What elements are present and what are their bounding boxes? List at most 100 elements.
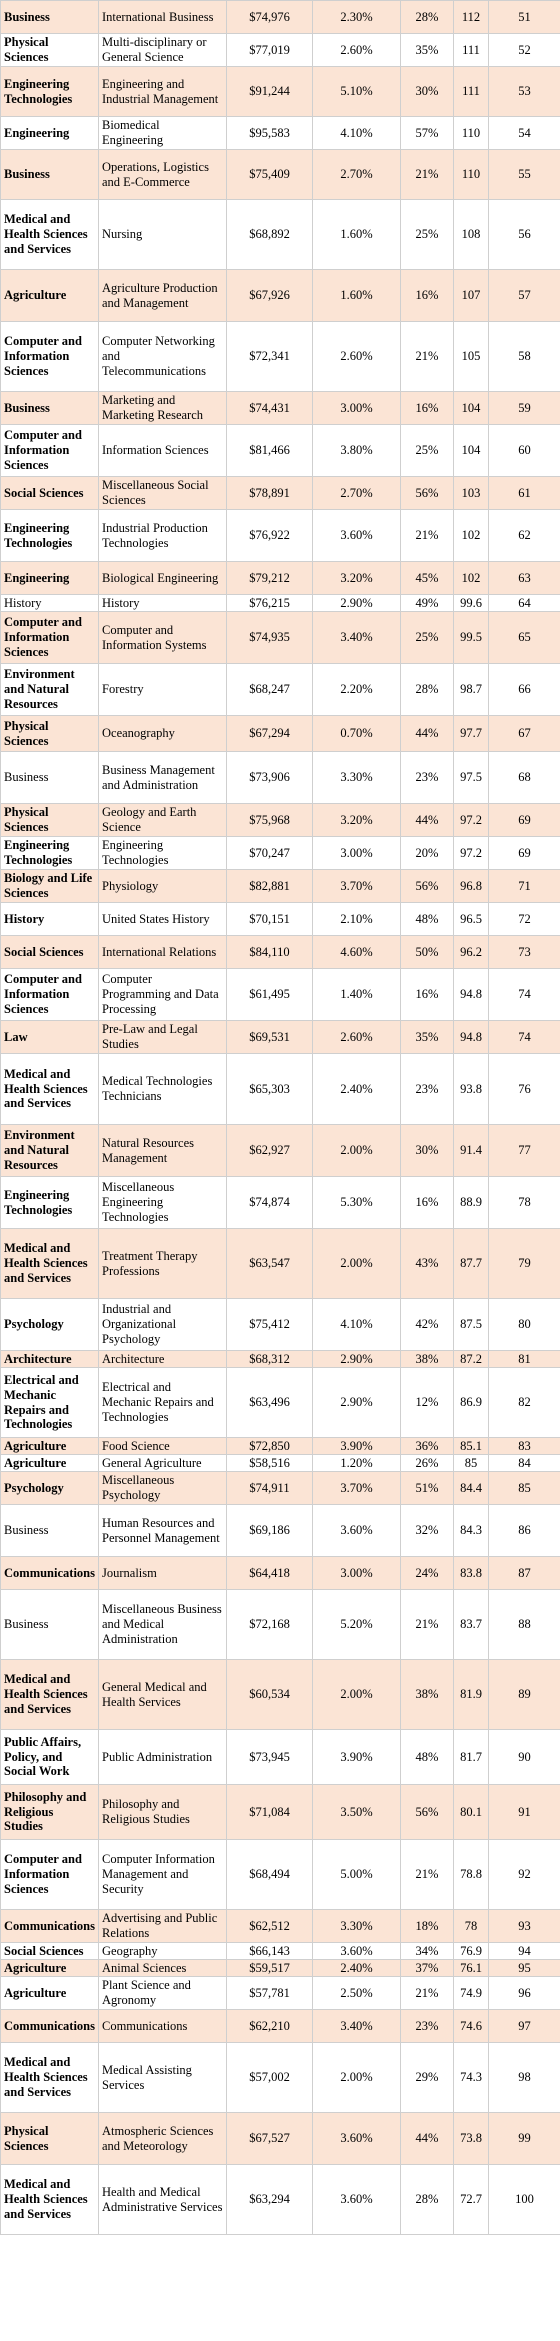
score-cell: 94.8	[453, 968, 489, 1021]
score-cell: 73.8	[453, 2112, 489, 2165]
unemployment-cell: 1.20%	[312, 1454, 401, 1472]
major-cell: Computer Information Management and Secu…	[98, 1839, 227, 1910]
major-cell: Industrial Production Technologies	[98, 509, 227, 562]
percent-cell: 28%	[400, 663, 454, 716]
percent-cell: 25%	[400, 611, 454, 664]
salary-cell: $72,168	[226, 1589, 313, 1660]
major-cell: Communications	[98, 2009, 227, 2043]
table-row: Business International Business $74,976 2.3…	[0, 0, 560, 34]
category-cell: Engineering Technologies	[0, 66, 99, 117]
score-cell: 80.1	[453, 1784, 489, 1840]
percent-cell: 16%	[400, 269, 454, 322]
category-cell: Social Sciences	[0, 476, 99, 510]
major-cell: History	[98, 594, 227, 612]
unemployment-cell: 5.30%	[312, 1176, 401, 1229]
table-row: Architecture Architecture $68,312 2.90% 38% 8…	[0, 1350, 560, 1368]
score-cell: 103	[453, 476, 489, 510]
salary-cell: $74,874	[226, 1176, 313, 1229]
major-cell: Physiology	[98, 869, 227, 903]
score-cell: 74.9	[453, 1976, 489, 2010]
major-cell: Public Administration	[98, 1729, 227, 1785]
score-cell: 81.9	[453, 1659, 489, 1730]
score-cell: 112	[453, 0, 489, 34]
rank-cell: 54	[488, 116, 560, 150]
category-cell: Medical and Health Sciences and Services	[0, 199, 99, 270]
salary-cell: $67,527	[226, 2112, 313, 2165]
rank-cell: 92	[488, 1839, 560, 1910]
table-row: Business Miscellaneous Business and Medic…	[0, 1589, 560, 1660]
percent-cell: 12%	[400, 1367, 454, 1438]
major-cell: Animal Sciences	[98, 1959, 227, 1977]
salary-cell: $69,531	[226, 1020, 313, 1054]
unemployment-cell: 2.20%	[312, 663, 401, 716]
rank-cell: 58	[488, 321, 560, 392]
unemployment-cell: 3.40%	[312, 611, 401, 664]
table-row: History United States History $70,151 2.10%…	[0, 902, 560, 936]
category-cell: Computer and Information Sciences	[0, 968, 99, 1021]
major-cell: Engineering and Industrial Management	[98, 66, 227, 117]
salary-cell: $75,412	[226, 1298, 313, 1351]
category-cell: Medical and Health Sciences and Services	[0, 1053, 99, 1125]
percent-cell: 23%	[400, 1053, 454, 1125]
score-cell: 97.7	[453, 715, 489, 752]
table-row: Physical Sciences Multi-disciplinary or G…	[0, 33, 560, 67]
score-cell: 81.7	[453, 1729, 489, 1785]
major-cell: Treatment Therapy Professions	[98, 1228, 227, 1299]
major-cell: Miscellaneous Engineering Technologies	[98, 1176, 227, 1229]
salary-cell: $57,781	[226, 1976, 313, 2010]
percent-cell: 28%	[400, 0, 454, 34]
table-row: Engineering Biomedical Engineering $95,583…	[0, 116, 560, 150]
percent-cell: 44%	[400, 803, 454, 837]
table-row: Communications Journalism $64,418 3.00% 24% 8…	[0, 1556, 560, 1590]
score-cell: 78	[453, 1909, 489, 1943]
percent-cell: 25%	[400, 199, 454, 270]
category-cell: Public Affairs, Policy, and Social Work	[0, 1729, 99, 1785]
major-cell: Marketing and Marketing Research	[98, 391, 227, 425]
score-cell: 97.2	[453, 803, 489, 837]
table-row: Engineering Technologies Miscellaneous En…	[0, 1176, 560, 1229]
salary-cell: $62,210	[226, 2009, 313, 2043]
major-cell: General Medical and Health Services	[98, 1659, 227, 1730]
unemployment-cell: 2.70%	[312, 476, 401, 510]
unemployment-cell: 3.70%	[312, 869, 401, 903]
table-body: Business International Business $74,976 2.3…	[0, 0, 560, 2235]
category-cell: Engineering Technologies	[0, 509, 99, 562]
rank-cell: 60	[488, 424, 560, 477]
category-cell: Computer and Information Sciences	[0, 1839, 99, 1910]
percent-cell: 43%	[400, 1228, 454, 1299]
percent-cell: 28%	[400, 2164, 454, 2235]
major-cell: Oceanography	[98, 715, 227, 752]
score-cell: 107	[453, 269, 489, 322]
percent-cell: 50%	[400, 935, 454, 969]
salary-cell: $69,186	[226, 1504, 313, 1557]
percent-cell: 16%	[400, 968, 454, 1021]
salary-cell: $68,247	[226, 663, 313, 716]
percent-cell: 44%	[400, 715, 454, 752]
salary-cell: $74,431	[226, 391, 313, 425]
unemployment-cell: 2.50%	[312, 1976, 401, 2010]
category-cell: Computer and Information Sciences	[0, 611, 99, 664]
major-cell: Atmospheric Sciences and Meteorology	[98, 2112, 227, 2165]
rank-cell: 74	[488, 968, 560, 1021]
percent-cell: 38%	[400, 1350, 454, 1368]
score-cell: 84.3	[453, 1504, 489, 1557]
score-cell: 72.7	[453, 2164, 489, 2235]
table-row: Medical and Health Sciences and Services…	[0, 1659, 560, 1730]
score-cell: 74.6	[453, 2009, 489, 2043]
score-cell: 83.7	[453, 1589, 489, 1660]
major-cell: Geography	[98, 1942, 227, 1960]
salary-cell: $60,534	[226, 1659, 313, 1730]
unemployment-cell: 2.30%	[312, 0, 401, 34]
major-cell: Biomedical Engineering	[98, 116, 227, 150]
percent-cell: 48%	[400, 1729, 454, 1785]
rank-cell: 96	[488, 1976, 560, 2010]
unemployment-cell: 3.20%	[312, 803, 401, 837]
category-cell: Social Sciences	[0, 935, 99, 969]
unemployment-cell: 5.00%	[312, 1839, 401, 1910]
table-row: Computer and Information Sciences Compute…	[0, 968, 560, 1021]
rank-cell: 53	[488, 66, 560, 117]
rank-cell: 79	[488, 1228, 560, 1299]
score-cell: 110	[453, 116, 489, 150]
score-cell: 102	[453, 509, 489, 562]
table-row: Electrical and Mechanic Repairs and Tech…	[0, 1367, 560, 1438]
